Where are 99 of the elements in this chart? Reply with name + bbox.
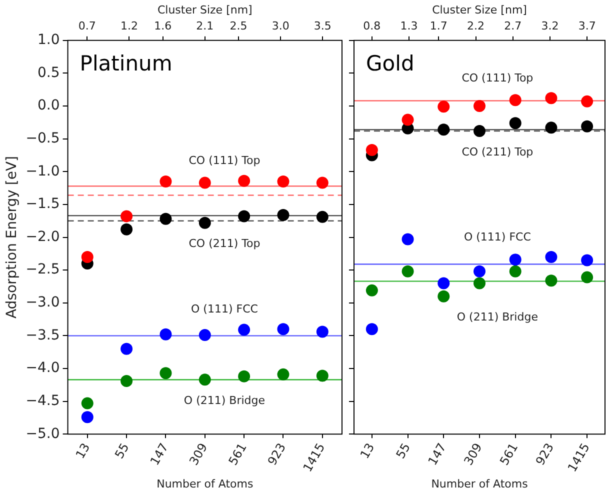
point bbox=[366, 144, 378, 156]
y-tick-label: −4.0 bbox=[26, 360, 60, 376]
x2-tick-label: 1.6 bbox=[154, 20, 172, 33]
point bbox=[545, 250, 558, 263]
x2-tick-label: 1.7 bbox=[430, 20, 448, 33]
point bbox=[81, 397, 94, 410]
point bbox=[509, 254, 522, 266]
x-tick-label: 13 bbox=[357, 440, 378, 462]
series-label: CO (111) Top bbox=[188, 154, 260, 168]
x2-tick-label: 0.7 bbox=[78, 20, 96, 33]
y-tick-label: −3.5 bbox=[26, 327, 60, 344]
x-tick-label: 55 bbox=[112, 440, 132, 462]
point bbox=[581, 95, 594, 108]
point bbox=[81, 250, 94, 263]
point bbox=[277, 208, 290, 221]
x2-tick-label: 2.5 bbox=[230, 20, 248, 33]
point bbox=[474, 265, 486, 278]
x2-tick-label: 1.2 bbox=[120, 20, 138, 33]
series-label: O (111) FCC bbox=[464, 230, 532, 244]
point bbox=[581, 254, 594, 266]
x2-tick-label: 0.8 bbox=[363, 20, 381, 33]
point bbox=[120, 210, 133, 222]
y-axis-title: Adsorption Energy [eV] bbox=[4, 156, 20, 319]
point bbox=[438, 277, 450, 290]
point bbox=[438, 290, 450, 302]
x-tick-label: 55 bbox=[393, 440, 414, 462]
y-tick-label: −1.5 bbox=[26, 196, 60, 212]
point bbox=[120, 342, 133, 355]
point bbox=[438, 124, 450, 136]
y-tick-label: −1.0 bbox=[26, 163, 60, 180]
point bbox=[238, 324, 250, 336]
y-tick-label: 1.0 bbox=[38, 32, 60, 48]
point bbox=[438, 100, 450, 113]
point bbox=[509, 94, 522, 106]
x2-tick-label: 3.7 bbox=[578, 20, 596, 33]
y-tick-label: −4.5 bbox=[26, 392, 60, 409]
point bbox=[474, 100, 486, 112]
point bbox=[277, 368, 290, 380]
x2-tick-label: 3.5 bbox=[314, 20, 332, 33]
point bbox=[402, 233, 414, 246]
y-tick-label: 0.0 bbox=[38, 98, 60, 114]
point bbox=[366, 323, 378, 336]
y-tick-label: −3.0 bbox=[26, 294, 60, 311]
point bbox=[277, 175, 290, 188]
series-label: O (211) Bridge bbox=[456, 310, 538, 324]
y-tick-label: −2.0 bbox=[26, 228, 60, 245]
point bbox=[402, 265, 414, 278]
x2-tick-label: 1.3 bbox=[400, 20, 418, 33]
point bbox=[316, 210, 328, 223]
series-label: CO (111) Top bbox=[462, 72, 534, 85]
x2-tick-label: 3.2 bbox=[541, 20, 559, 33]
x2-tick-label: 2.1 bbox=[196, 20, 214, 33]
point bbox=[474, 277, 486, 290]
series-label: O (211) Bridge bbox=[184, 394, 266, 408]
point bbox=[160, 212, 172, 225]
point bbox=[316, 326, 328, 338]
y-tick-label: 0.5 bbox=[38, 64, 60, 81]
point bbox=[198, 329, 211, 342]
text: Gold bbox=[366, 51, 414, 76]
x2-axis-title: Cluster Size [nm] bbox=[157, 3, 252, 16]
point bbox=[238, 210, 250, 222]
point bbox=[581, 120, 594, 132]
point bbox=[198, 216, 211, 229]
point bbox=[160, 367, 172, 380]
point bbox=[402, 114, 414, 126]
point bbox=[120, 374, 133, 387]
x2-axis-title: Cluster Size [nm] bbox=[432, 3, 527, 16]
point bbox=[120, 223, 133, 236]
point bbox=[198, 176, 211, 189]
series-label: CO (211) Top bbox=[462, 145, 534, 158]
point bbox=[545, 122, 558, 134]
point bbox=[545, 274, 558, 287]
x-tick-label: 13 bbox=[72, 440, 93, 462]
x-axis-title: Number of Atoms bbox=[431, 477, 528, 490]
series-label: CO (211) Top bbox=[188, 237, 260, 250]
x-axis-title: Number of Atoms bbox=[156, 477, 254, 490]
series-label: O (111) FCC bbox=[191, 302, 258, 316]
point bbox=[545, 92, 558, 104]
point bbox=[160, 175, 172, 188]
point bbox=[509, 117, 522, 130]
point bbox=[316, 370, 328, 382]
point bbox=[316, 176, 328, 189]
y-tick-label: −5.0 bbox=[26, 426, 60, 442]
x2-tick-label: 2.7 bbox=[504, 20, 522, 33]
point bbox=[474, 124, 486, 137]
point bbox=[160, 328, 172, 340]
x2-tick-label: 3.0 bbox=[272, 20, 290, 33]
point bbox=[581, 271, 594, 284]
y-tick-label: −2.5 bbox=[26, 262, 60, 278]
point bbox=[238, 370, 250, 382]
point bbox=[277, 323, 290, 336]
point bbox=[238, 174, 250, 187]
point bbox=[366, 284, 378, 296]
text: Platinum bbox=[80, 51, 172, 76]
point bbox=[509, 265, 522, 278]
point bbox=[198, 374, 211, 386]
point bbox=[81, 411, 94, 424]
x2-tick-label: 2.2 bbox=[467, 20, 485, 33]
y-tick-label: −0.5 bbox=[26, 130, 60, 146]
